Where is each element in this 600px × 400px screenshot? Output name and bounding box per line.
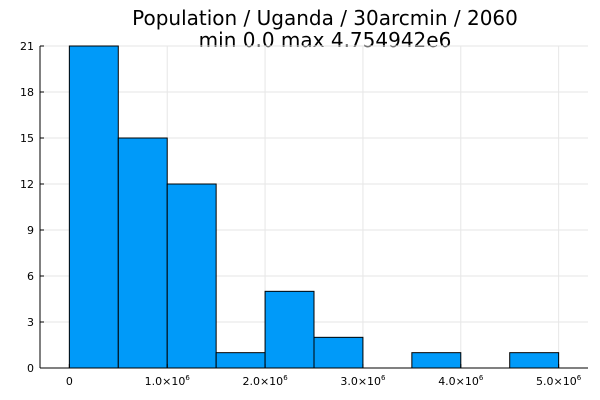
y-tick-label-0: 0 bbox=[27, 362, 34, 375]
y-tick-label-2: 6 bbox=[27, 270, 34, 283]
chart-title: Population / Uganda / 30arcmin / 2060 bbox=[132, 6, 518, 30]
x-tick-label-2: 2.0×106 bbox=[242, 374, 288, 388]
y-tick-label-6: 18 bbox=[20, 86, 34, 99]
histogram-bar-4 bbox=[264, 290, 315, 369]
histogram-bar-2 bbox=[166, 183, 217, 369]
x-tick-label-4: 4.0×106 bbox=[438, 374, 484, 388]
histogram-bar-0 bbox=[68, 45, 119, 369]
x-tick-label-0: 0 bbox=[66, 375, 73, 388]
histogram-bar-1 bbox=[117, 137, 168, 369]
y-tick-label-3: 9 bbox=[27, 224, 34, 237]
x-tick-label-1: 1.0×106 bbox=[145, 374, 191, 388]
x-tick-label-3: 3.0×106 bbox=[340, 374, 386, 388]
y-tick-label-7: 21 bbox=[20, 40, 34, 53]
histogram-bar-9 bbox=[509, 352, 560, 369]
x-tick-labels: 0 1.0×106 2.0×106 3.0×106 4.0×106 5.0×106 bbox=[66, 374, 582, 388]
y-tick-labels: 0 3 6 9 12 15 18 21 bbox=[20, 40, 34, 375]
axes bbox=[39, 45, 588, 369]
x-tick-label-5: 5.0×106 bbox=[536, 374, 582, 388]
y-tick-label-1: 3 bbox=[27, 316, 34, 329]
histogram-bar-7 bbox=[411, 352, 462, 369]
y-tick-label-4: 12 bbox=[20, 178, 34, 191]
y-tick-label-5: 15 bbox=[20, 132, 34, 145]
histogram-bars bbox=[68, 45, 560, 369]
chart-subtitle: min 0.0 max 4.754942e6 bbox=[199, 28, 452, 52]
histogram-bar-3 bbox=[215, 352, 266, 369]
histogram-bar-5 bbox=[313, 336, 364, 369]
